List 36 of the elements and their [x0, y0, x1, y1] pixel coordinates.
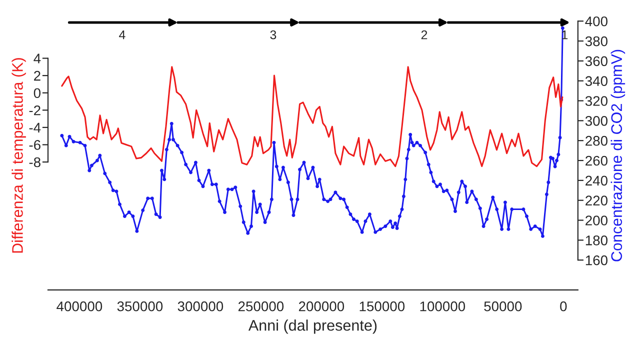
y-tick-label: -8: [29, 157, 40, 168]
x-tick-label: 100000: [420, 301, 466, 312]
y2-tick-label: 360: [585, 56, 608, 66]
x-tick-label: 50000: [484, 301, 522, 312]
y-tick-label: 4: [34, 54, 41, 64]
y2-tick-label: 180: [586, 235, 608, 246]
x-tick-label: 0: [560, 301, 567, 312]
y-tick-label: -4: [29, 122, 41, 132]
y-axis-title: Differenza di temperatura (K): [12, 58, 26, 253]
annotation: 2: [421, 30, 428, 40]
y2-tick-label: 380: [585, 36, 608, 46]
x-tick-label: 250000: [238, 301, 284, 312]
line-series: [61, 66, 564, 168]
y-tick-label: -2: [29, 105, 40, 116]
x-tick-label: 200000: [298, 301, 344, 312]
y2-tick-label: 400: [585, 16, 608, 26]
x-tick-label: 300000: [178, 301, 224, 312]
y2-tick-label: 240: [586, 176, 608, 186]
y-tick-label: 2: [34, 70, 40, 81]
y2-tick-label: 280: [586, 136, 608, 146]
y-tick-label: 0: [34, 88, 41, 98]
y-tick-label: -6: [29, 140, 40, 150]
x-tick-label: 350000: [117, 301, 163, 312]
x-axis-title: Anni (dal presente): [248, 320, 377, 334]
y2-tick-label: 340: [585, 76, 608, 86]
y2-tick-label: 220: [586, 196, 608, 206]
y2-tick-label: 320: [585, 96, 608, 106]
x-tick-label: 150000: [360, 301, 405, 312]
y2-tick-label: 200: [586, 216, 608, 226]
x-tick-label: 400000: [56, 301, 102, 312]
annotation: 4: [119, 30, 126, 40]
y2-axis-title: Concentrazione di CO2 (ppmV): [610, 50, 626, 262]
y2-tick-label: 160: [586, 255, 608, 266]
y2-tick-label: 300: [585, 116, 608, 126]
y2-tick-label: 260: [586, 156, 608, 166]
annotation: 3: [270, 30, 276, 40]
